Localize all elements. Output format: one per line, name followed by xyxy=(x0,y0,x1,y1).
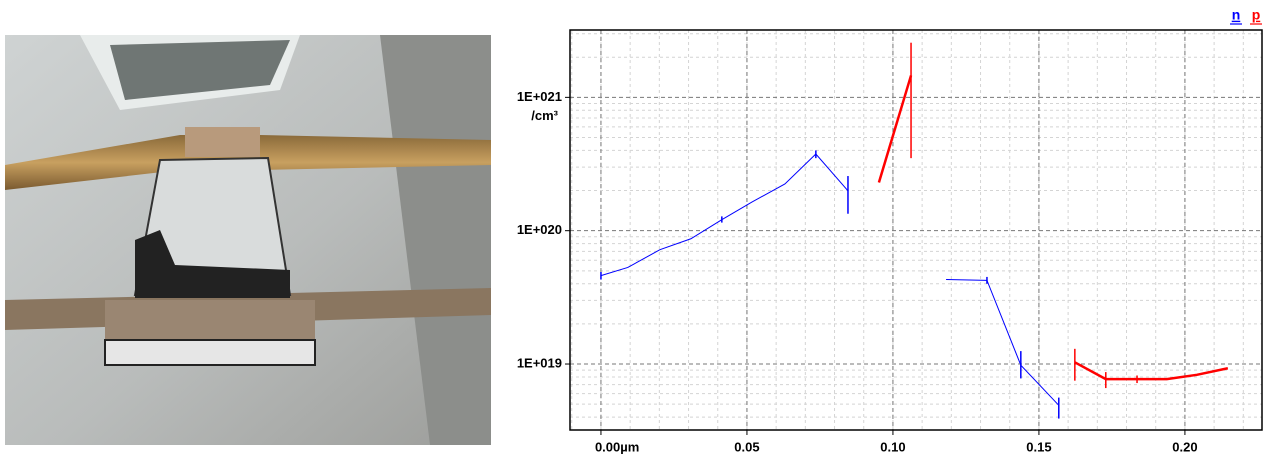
screen: 0.00µm 0.05 0.10 0.15 0.20 1E+019 1E+020 1E+021… xyxy=(0,0,1270,455)
data-line xyxy=(601,154,848,276)
photo xyxy=(5,35,491,445)
data-line xyxy=(946,280,1059,406)
data-line xyxy=(1075,362,1228,379)
x-tick-label: 0.15 xyxy=(1026,439,1051,454)
y-unit: /cm³ xyxy=(531,108,558,123)
substrate xyxy=(105,340,315,365)
x-tick-label: 0.10 xyxy=(880,439,905,454)
chart: 0.00µm 0.05 0.10 0.15 0.20 1E+019 1E+020 1E+021… xyxy=(517,7,1262,455)
y-tick-label: 1E+019 xyxy=(517,355,562,370)
page: {"chart_data": {"type": "line", "log_y":… xyxy=(0,0,1270,455)
x-tick-label: 0.00µm xyxy=(595,439,639,454)
legend-entry[interactable]: n xyxy=(1232,7,1241,23)
y-tick-label: 1E+020 xyxy=(517,222,562,237)
legend-entry[interactable]: p xyxy=(1252,7,1261,23)
x-tick-label: 0.20 xyxy=(1172,439,1197,454)
top-clip xyxy=(185,127,260,157)
x-tick-label: 0.05 xyxy=(734,439,759,454)
data-line xyxy=(879,75,911,182)
y-tick-label: 1E+021 xyxy=(517,89,562,104)
